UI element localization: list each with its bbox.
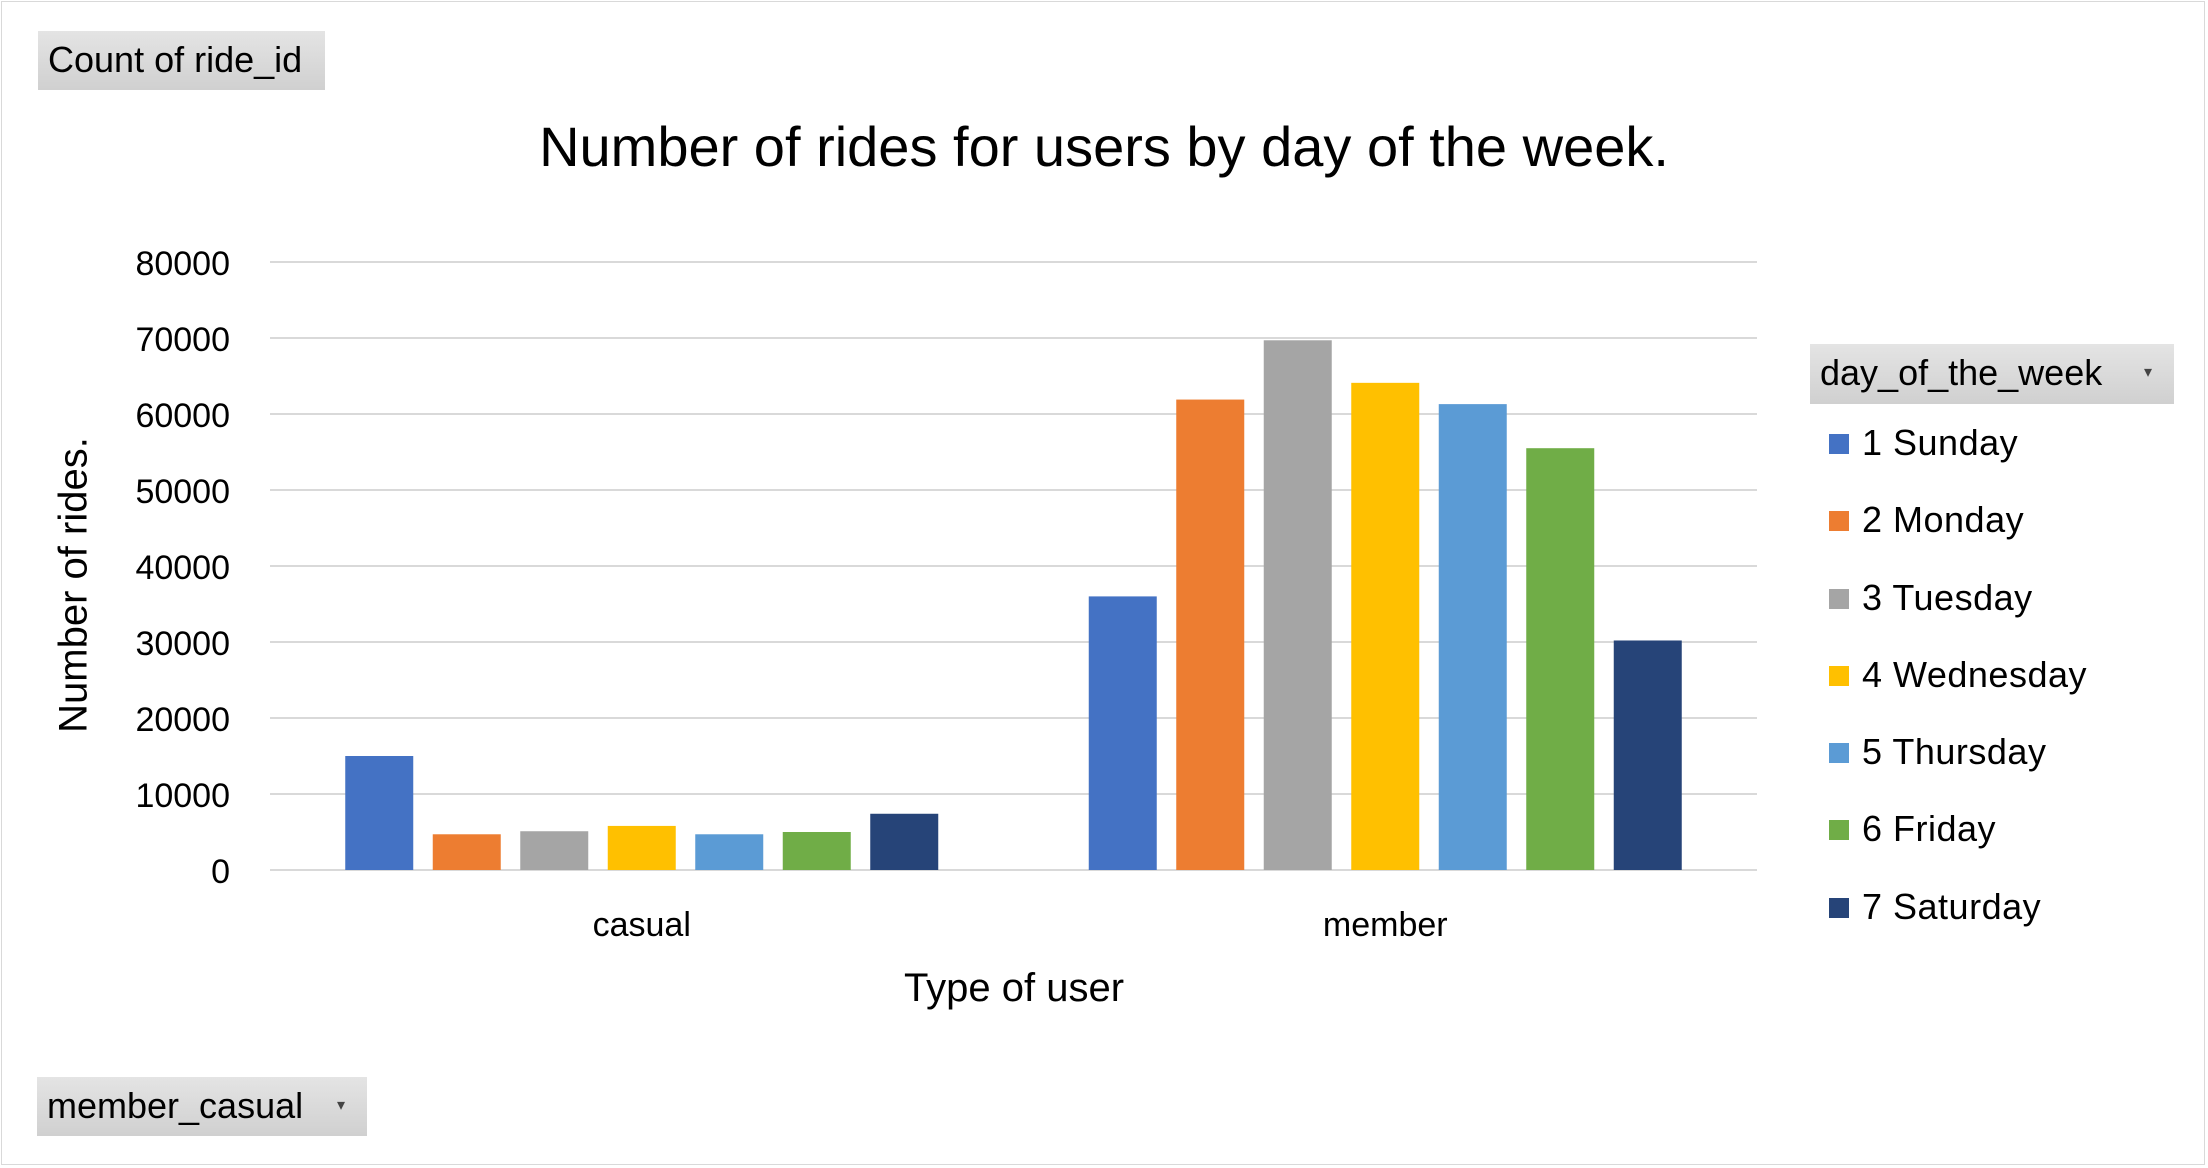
legend-field-button[interactable]: day_of_the_week ▾ <box>1810 344 2174 404</box>
legend-item: 4 Wednesday <box>1810 648 2190 725</box>
legend-item: 5 Thursday <box>1810 725 2190 802</box>
legend: 1 Sunday 2 Monday 3 Tuesday 4 Wednesday 5 Th… <box>1810 416 2190 957</box>
bar <box>1263 340 1332 870</box>
bar <box>607 825 676 870</box>
chart-title: Number of rides for users by day of the … <box>539 115 1669 178</box>
legend-item: 6 Friday <box>1810 802 2190 879</box>
legend-swatch <box>1829 897 1849 918</box>
legend-swatch <box>1829 511 1849 532</box>
legend-label: 7 Saturday <box>1862 885 2042 927</box>
bar <box>782 832 851 870</box>
y-tick-label: 60000 <box>135 397 230 435</box>
legend-label: 5 Thursday <box>1862 731 2047 773</box>
y-tick-label: 20000 <box>135 701 230 739</box>
bar <box>520 831 589 870</box>
legend-label: 2 Monday <box>1862 499 2025 541</box>
bar <box>1526 448 1595 870</box>
value-field-label: Count of ride_id <box>48 39 303 80</box>
row-field-label: member_casual <box>47 1085 304 1126</box>
y-tick-label: 10000 <box>135 777 230 815</box>
bar <box>1088 596 1157 870</box>
x-axis-title: Type of user <box>903 966 1125 1010</box>
legend-item: 3 Tuesday <box>1810 571 2190 648</box>
legend-item: 7 Saturday <box>1810 880 2190 957</box>
x-tick-label: member <box>1323 906 1448 944</box>
y-tick-label: 80000 <box>135 245 230 283</box>
y-tick-label: 30000 <box>135 625 230 663</box>
bar <box>1176 399 1245 870</box>
legend-swatch <box>1829 434 1849 454</box>
legend-label: 1 Sunday <box>1862 422 2019 463</box>
legend-label: 6 Friday <box>1862 808 1997 850</box>
legend-swatch <box>1829 743 1849 764</box>
y-tick-label: 0 <box>211 853 230 891</box>
legend-swatch <box>1829 665 1849 686</box>
x-tick-label: casual <box>593 906 691 944</box>
y-tick-label: 70000 <box>135 321 230 359</box>
legend-field-label: day_of_the_week <box>1820 352 2103 393</box>
bar <box>1438 404 1507 870</box>
y-tick-label: 40000 <box>135 549 230 587</box>
dropdown-arrow-icon: ▾ <box>336 1097 345 1114</box>
y-tick-label: 50000 <box>135 473 230 511</box>
bar <box>432 834 501 870</box>
legend-label: 4 Wednesday <box>1862 653 2087 695</box>
bar <box>1351 382 1420 870</box>
row-field-button[interactable]: member_casual ▾ <box>37 1077 367 1136</box>
dropdown-arrow-icon: ▾ <box>2143 364 2152 381</box>
legend-swatch <box>1829 820 1849 841</box>
legend-swatch <box>1829 588 1849 609</box>
bar <box>695 834 764 870</box>
bar <box>1613 640 1682 870</box>
legend-item: 2 Monday <box>1810 493 2190 570</box>
legend-label: 3 Tuesday <box>1862 576 2033 618</box>
value-field-button[interactable]: Count of ride_id <box>38 31 325 90</box>
bar <box>870 813 939 870</box>
legend-item: 1 Sunday <box>1810 416 2190 493</box>
bar <box>345 756 414 870</box>
